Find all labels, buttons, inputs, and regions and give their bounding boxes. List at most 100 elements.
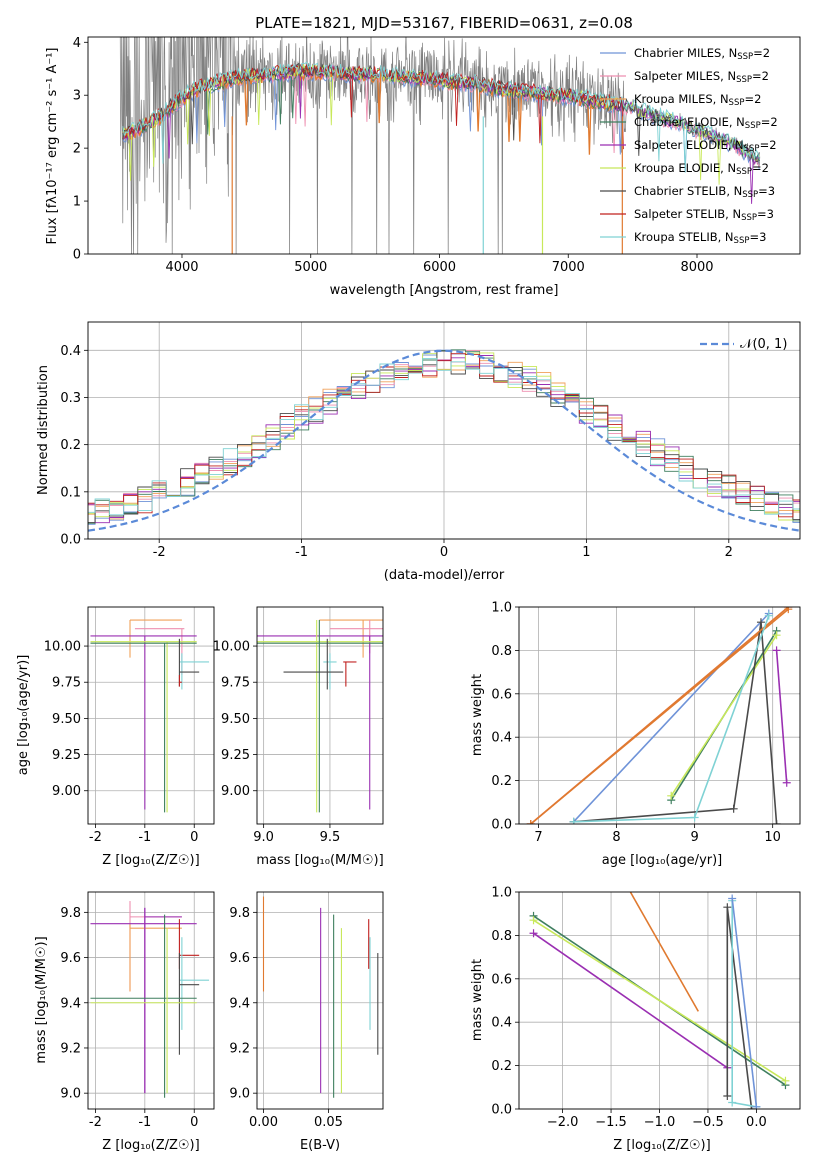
data-point-marker <box>752 1102 761 1109</box>
data-point-marker <box>723 1091 732 1100</box>
legend-subscript: SSP <box>741 213 757 223</box>
x-tick-label: 0.05 <box>314 1115 343 1130</box>
series-line <box>573 622 778 824</box>
residual-xlabel: (data-model)/error <box>384 568 505 583</box>
y-tick-label: 9.6 <box>60 951 81 966</box>
series-line <box>775 650 788 783</box>
axes-frame <box>256 891 384 1110</box>
x-tick-label: 10 <box>764 830 781 845</box>
model-spectrum-7 <box>122 63 624 150</box>
y-tick-label: 9.00 <box>52 784 81 799</box>
legend-entry: Salpeter MILES, NSSP=2 <box>634 69 769 85</box>
y-tick-label: 9.2 <box>60 1041 81 1056</box>
x-tick-label: -1 <box>138 1115 151 1130</box>
series-line <box>629 892 699 1012</box>
residual-ylabel: Normed distribution <box>36 365 51 495</box>
massweight-vs-z-xlabel: Z [log₁₀(Z/Z☉)] <box>613 1138 710 1153</box>
residual-legend-label: 𝒩(0, 1) <box>740 337 787 352</box>
y-tick-label: 0.4 <box>491 1016 512 1031</box>
x-tick-label: -1 <box>295 545 308 560</box>
mass-vs-ebv-panel: 0.00 0.05 9.0 9.2 9.4 9.6 9.8 <box>229 891 384 1130</box>
age-vs-z-ylabel: age [log₁₀(age/yr)] <box>16 655 31 776</box>
legend-value: =2 <box>744 92 761 106</box>
legend-entry: Kroupa ELODIE, NSSP=2 <box>634 161 769 177</box>
spectrum-xlabel: wavelength [Angstrom, rest frame] <box>330 283 559 298</box>
data-point-marker <box>729 804 738 813</box>
x-tick-label: 7 <box>534 830 542 845</box>
data-point-marker <box>728 1098 737 1107</box>
normal-reference-curve <box>88 349 800 532</box>
legend-entry: Chabrier STELIB, NSSP=3 <box>634 184 775 200</box>
y-tick-label: 3 <box>73 89 81 104</box>
y-tick-label: 0.4 <box>60 344 81 359</box>
x-tick-label: −2.0 <box>547 1115 579 1130</box>
y-tick-label: 0.0 <box>60 533 81 548</box>
observed-spectrum <box>119 37 761 254</box>
data-point-marker <box>772 820 781 824</box>
legend-value: =2 <box>752 161 769 175</box>
data-point-marker <box>529 929 538 938</box>
legend-value: =3 <box>758 184 775 198</box>
mass-vs-z-ylabel: mass [log₁₀(M/M☉)] <box>34 936 49 1063</box>
x-tick-label: -2 <box>153 545 166 560</box>
plot-area <box>529 892 790 1109</box>
x-tick-label: 0.00 <box>249 1115 278 1130</box>
model-spectrum-6 <box>122 62 760 163</box>
x-tick-label: 2 <box>725 545 733 560</box>
y-tick-label: 0.8 <box>491 929 512 944</box>
legend-entry: Salpeter STELIB, NSSP=3 <box>634 207 774 223</box>
y-tick-label: 9.50 <box>52 712 81 727</box>
data-point-marker <box>690 813 699 822</box>
axes-frame <box>518 891 801 1110</box>
mass-vs-z-panel: -2 -1 0 9.0 9.2 9.4 9.6 9.8 <box>60 891 215 1130</box>
residual-histogram-5 <box>88 352 800 521</box>
axes-frame <box>518 606 801 825</box>
spectrum-ylabel: Flux [fλ10⁻¹⁷ erg cm⁻² s⁻¹ A⁻¹] <box>45 48 60 245</box>
massweight-vs-age-panel: 7 8 9 10 0.0 0.2 0.4 0.6 0.8 1.0 <box>491 601 801 845</box>
y-tick-label: 4 <box>73 36 81 51</box>
y-tick-label: 0.6 <box>491 687 512 702</box>
legend-subscript: SSP <box>729 98 745 108</box>
y-tick-label: 9.2 <box>229 1041 250 1056</box>
data-point-marker <box>723 903 732 912</box>
x-tick-label: 8 <box>612 830 620 845</box>
plot-area <box>257 619 383 813</box>
y-tick-label: 0.8 <box>491 644 512 659</box>
age-vs-mass-xlabel: mass [log₁₀(M/M☉)] <box>256 853 383 868</box>
series-line <box>530 607 789 824</box>
legend-subscript: SSP <box>737 52 753 62</box>
legend-value: =3 <box>749 230 766 244</box>
y-tick-label: 1 <box>73 195 81 210</box>
axes-frame <box>87 321 801 540</box>
legend-value: =2 <box>752 69 769 83</box>
data-point-marker <box>529 916 538 925</box>
y-tick-label: 9.25 <box>221 748 250 763</box>
legend-entry: Kroupa STELIB, NSSP=3 <box>634 230 766 246</box>
y-tick-label: 0.6 <box>491 972 512 987</box>
x-tick-label: 7000 <box>552 260 585 275</box>
y-tick-label: 0.2 <box>491 1059 512 1074</box>
x-tick-label: 6000 <box>423 260 456 275</box>
x-tick-label: 8000 <box>680 260 713 275</box>
y-tick-label: 2 <box>73 142 81 157</box>
x-tick-label: 1 <box>582 545 590 560</box>
y-tick-label: 9.8 <box>60 906 81 921</box>
y-tick-label: 9.4 <box>229 996 250 1011</box>
y-tick-label: 0.3 <box>60 391 81 406</box>
data-point-marker <box>756 618 765 627</box>
data-point-marker <box>772 631 781 640</box>
x-tick-label: 0 <box>190 830 198 845</box>
legend-subscript: SSP <box>744 144 760 154</box>
legend-value: =3 <box>757 207 774 221</box>
residual-histogram-8 <box>88 358 800 516</box>
legend-value: =2 <box>760 138 777 152</box>
y-tick-label: 0 <box>73 248 81 263</box>
x-tick-label: −1.5 <box>595 1115 627 1130</box>
x-tick-label: 0 <box>440 545 448 560</box>
plot-area <box>90 901 210 1098</box>
x-tick-label: 9.5 <box>320 830 341 845</box>
y-tick-label: 9.75 <box>52 676 81 691</box>
y-tick-label: 0.2 <box>60 438 81 453</box>
model-spectrum-8 <box>122 61 760 173</box>
